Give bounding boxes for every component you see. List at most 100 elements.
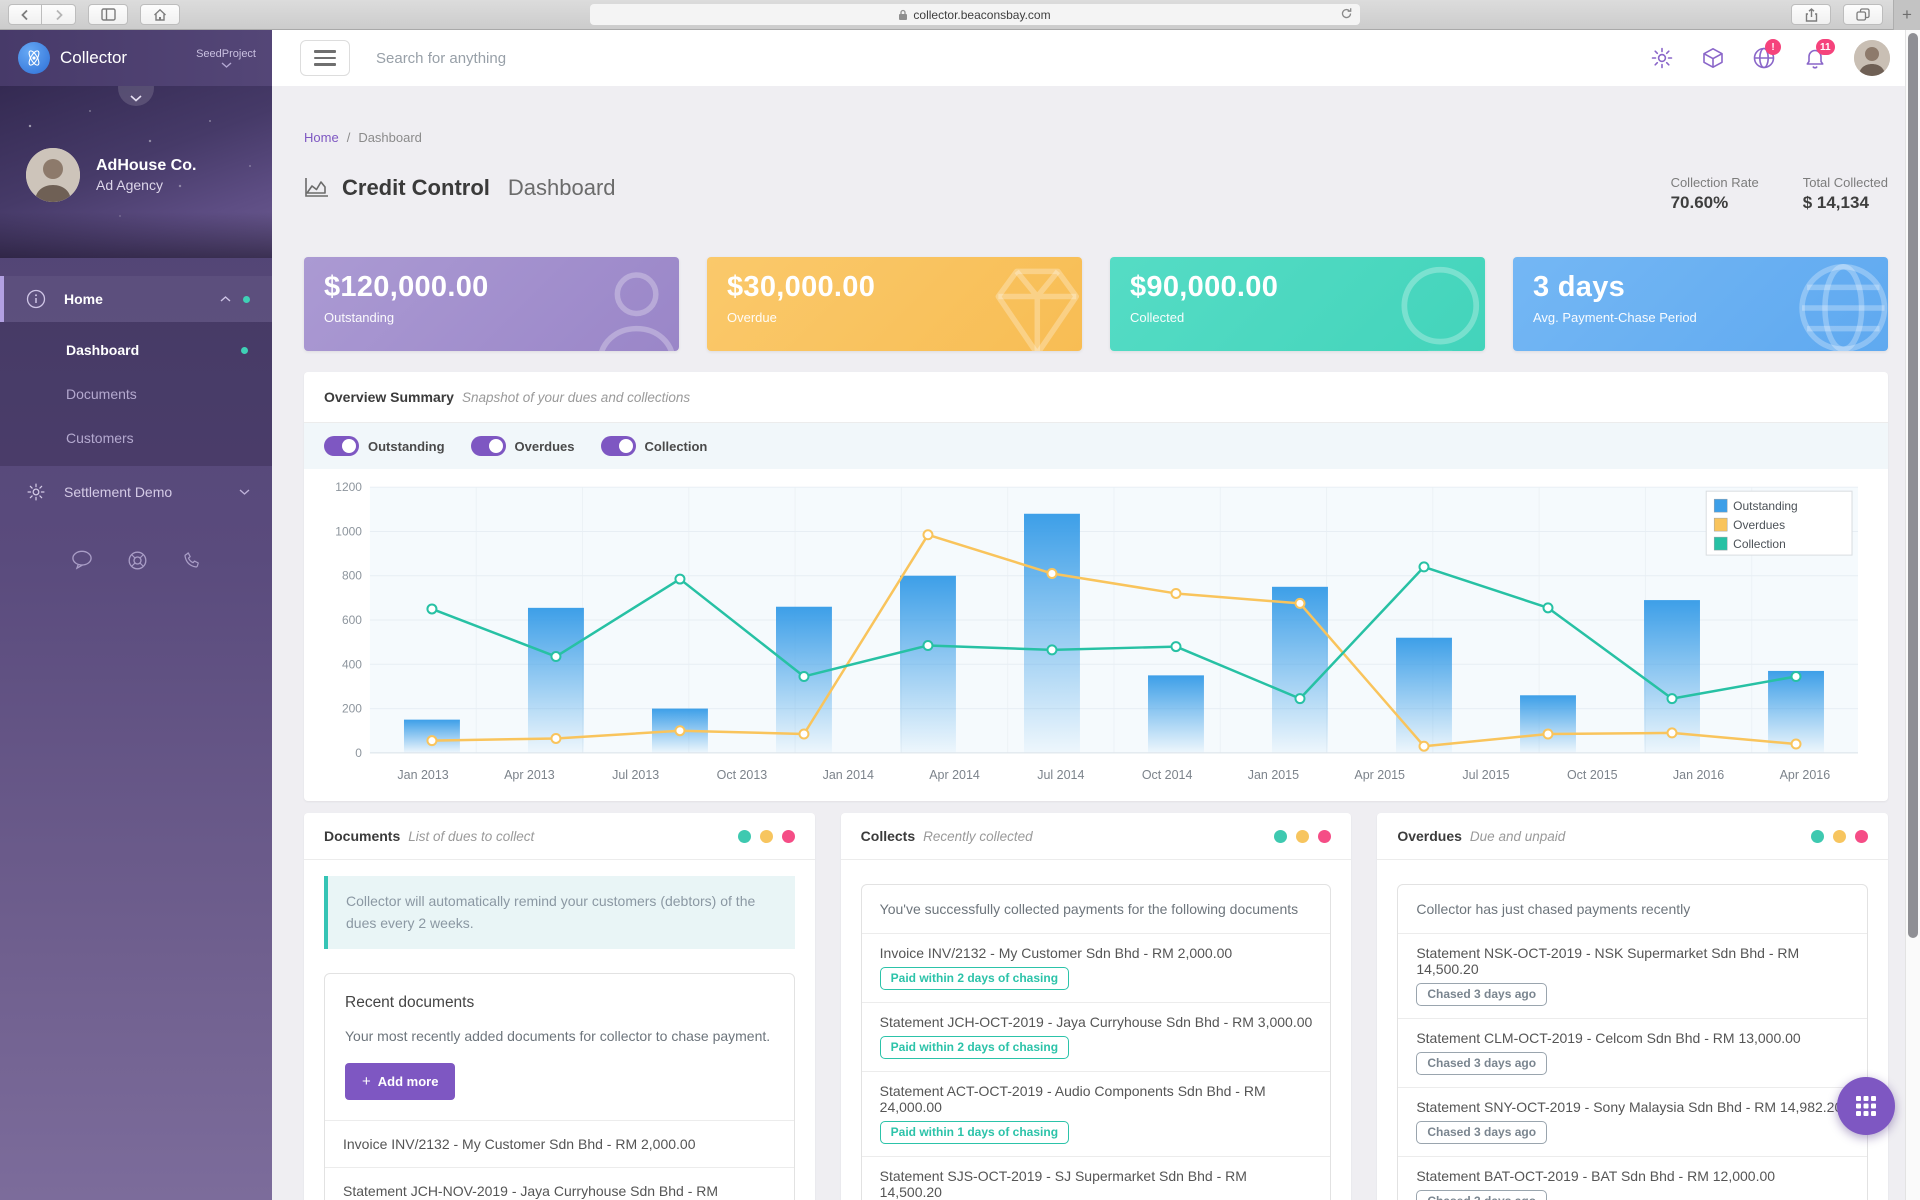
panel-dots (737, 829, 795, 843)
bell-icon (1806, 49, 1824, 69)
overdues-card: Collector has just chased payments recen… (1397, 884, 1868, 1200)
overdue-list-item[interactable]: Statement CLM-OCT-2019 - Celcom Sdn Bhd … (1398, 1018, 1867, 1087)
switch-on[interactable] (324, 436, 359, 456)
svg-text:0: 0 (355, 746, 362, 760)
collect-list-item[interactable]: Statement JCH-OCT-2019 - Jaya Curryhouse… (861, 1002, 1331, 1071)
gear-icon (27, 483, 45, 501)
settings-button[interactable] (1650, 46, 1674, 70)
browser-home-button[interactable] (140, 4, 180, 25)
home-submenu: Dashboard Documents Customers (0, 322, 272, 466)
chase-period-card[interactable]: 3 days Avg. Payment-Chase Period (1513, 257, 1888, 351)
collected-card[interactable]: $90,000.00 Collected (1110, 257, 1485, 351)
yellow-dot[interactable] (1296, 829, 1310, 843)
teal-dot[interactable] (737, 829, 751, 843)
sidebar-item-home[interactable]: Home (0, 276, 272, 322)
browser-sidebar-button[interactable] (88, 4, 128, 25)
scrollbar-thumb[interactable] (1908, 33, 1918, 938)
collects-intro: You've successfully collected payments f… (879, 901, 1299, 917)
chevron-up-icon (220, 296, 231, 302)
panel-title: Collects (860, 828, 916, 844)
overdue-card[interactable]: $30,000.00 Overdue (707, 257, 1082, 351)
document-list-item[interactable]: Invoice INV/2132 - My Customer Sdn Bhd -… (325, 1119, 794, 1167)
browser-forward-button[interactable] (42, 4, 76, 25)
svg-text:Jul 2015: Jul 2015 (1462, 768, 1509, 782)
switch-on[interactable] (470, 436, 506, 456)
collector-logo-icon (18, 42, 50, 74)
svg-text:Jan 2015: Jan 2015 (1248, 768, 1299, 782)
help-ring-icon[interactable] (127, 550, 148, 571)
svg-text:Oct 2014: Oct 2014 (1142, 768, 1193, 782)
grid-icon (1856, 1096, 1876, 1116)
breadcrumb-home-link[interactable]: Home (304, 130, 339, 145)
document-list-item[interactable]: Statement JCH-NOV-2019 - Jaya Curryhouse… (325, 1166, 794, 1200)
panel-subtitle: Due and unpaid (1469, 828, 1566, 844)
sidebar-item-dashboard[interactable]: Dashboard (0, 328, 272, 372)
company-avatar[interactable] (26, 148, 80, 202)
browser-share-button[interactable] (1791, 4, 1831, 25)
collect-list-item[interactable]: Statement ACT-OCT-2019 - Audio Component… (861, 1071, 1331, 1156)
profile-collapse-button[interactable] (118, 86, 154, 106)
phone-icon[interactable] (182, 550, 202, 570)
chevron-left-icon (21, 9, 28, 20)
total-collected-value: $ 14,134 (1802, 193, 1869, 212)
notifications-button[interactable]: 11 (1803, 39, 1835, 70)
sidebar-item-documents[interactable]: Documents (0, 372, 272, 416)
chat-icon[interactable] (71, 550, 93, 570)
company-type: Ad Agency (96, 177, 163, 193)
panel-subtitle: List of dues to collect (408, 828, 535, 844)
teal-dot[interactable] (1810, 829, 1824, 843)
menu-toggle-button[interactable] (300, 40, 350, 76)
browser-back-button[interactable] (8, 4, 42, 25)
collects-card: You've successfully collected payments f… (860, 884, 1332, 1200)
user-avatar[interactable] (1854, 40, 1890, 76)
globe-icon (1753, 47, 1775, 69)
switch-on[interactable] (600, 436, 636, 456)
card-value: $30,000.00 (727, 271, 876, 303)
page-title: Credit Control Dashboard (304, 175, 616, 201)
recent-documents-title: Recent documents (345, 994, 475, 1012)
svg-text:Apr 2015: Apr 2015 (1354, 768, 1405, 782)
breadcrumb-current: Dashboard (358, 130, 422, 145)
pink-dot[interactable] (1318, 829, 1332, 843)
toggle-overdues[interactable]: Overdues (470, 436, 575, 456)
pink-dot[interactable] (1854, 829, 1868, 843)
overdue-list-item[interactable]: Statement SNY-OCT-2019 - Sony Malaysia S… (1398, 1087, 1867, 1156)
sidebar-item-label: Documents (66, 386, 137, 402)
alert-badge: ! (1765, 39, 1781, 55)
outstanding-card[interactable]: $120,000.00 Outstanding (304, 257, 679, 351)
card-label: Overdue (727, 310, 777, 325)
sidebar-item-settlement-demo[interactable]: Settlement Demo (0, 466, 272, 518)
svg-text:Jan 2016: Jan 2016 (1673, 768, 1724, 782)
collect-list-item[interactable]: Invoice INV/2132 - My Customer Sdn Bhd -… (861, 933, 1331, 1002)
announcements-button[interactable]: ! (1752, 39, 1781, 70)
bulb-icon (1401, 266, 1480, 351)
overdue-list-item[interactable]: Statement BAT-OCT-2019 - BAT Sdn Bhd - R… (1398, 1156, 1867, 1200)
toggle-outstanding[interactable]: Outstanding (324, 436, 445, 456)
add-more-button[interactable]: + Add more (345, 1062, 456, 1100)
collect-list-item[interactable]: Statement SJS-OCT-2019 - SJ Supermarket … (861, 1156, 1331, 1200)
search-input[interactable] (376, 49, 796, 67)
active-accent-bar (0, 276, 4, 322)
teal-dot[interactable] (1274, 829, 1288, 843)
sidebar-item-customers[interactable]: Customers (0, 416, 272, 460)
overview-panel: Overview Summary Snapshot of your dues a… (304, 372, 1888, 801)
svg-text:1200: 1200 (335, 480, 362, 494)
modules-button[interactable] (1701, 46, 1725, 70)
page-scrollbar[interactable] (1905, 30, 1920, 1200)
apps-fab-button[interactable] (1837, 1077, 1895, 1135)
address-bar[interactable]: collector.beaconsbay.com (589, 4, 1360, 25)
series-toggles: Outstanding Overdues Collection (304, 423, 1888, 469)
refresh-icon[interactable] (1340, 7, 1353, 20)
project-switcher[interactable]: SeedProject (196, 48, 256, 68)
svg-text:Apr 2016: Apr 2016 (1780, 768, 1831, 782)
svg-text:Overdues: Overdues (1733, 518, 1785, 532)
yellow-dot[interactable] (1832, 829, 1846, 843)
toggle-collection[interactable]: Collection (600, 436, 707, 456)
browser-tabs-button[interactable] (1843, 4, 1883, 25)
overdue-list-item[interactable]: Statement NSK-OCT-2019 - NSK Supermarket… (1398, 933, 1867, 1018)
cube-icon (1703, 48, 1723, 68)
person-icon (599, 272, 674, 351)
browser-new-tab-button[interactable]: + (1893, 0, 1920, 30)
yellow-dot[interactable] (759, 829, 773, 843)
pink-dot[interactable] (781, 829, 795, 843)
